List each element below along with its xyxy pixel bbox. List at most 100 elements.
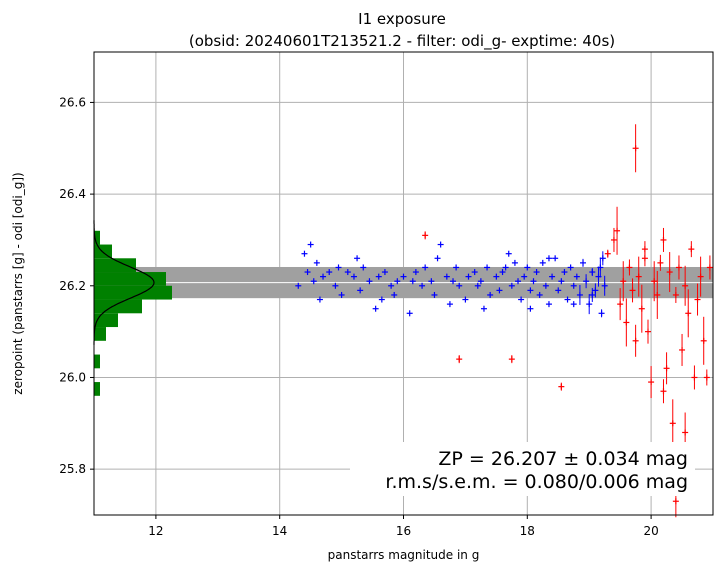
used-star-point bbox=[552, 255, 559, 262]
used-star-point bbox=[428, 278, 435, 285]
used-star-point bbox=[564, 296, 571, 303]
y-tick-label: 26.0 bbox=[59, 370, 86, 384]
used-star-point bbox=[400, 273, 407, 280]
histogram-bar bbox=[94, 230, 100, 245]
used-star-point bbox=[545, 301, 552, 308]
used-star-point bbox=[527, 305, 534, 312]
used-star-point bbox=[471, 269, 478, 276]
y-tick-label: 26.6 bbox=[59, 95, 86, 109]
used-star-point bbox=[360, 264, 367, 271]
used-star-point bbox=[344, 269, 351, 276]
used-star-point bbox=[570, 282, 577, 289]
rejected-star-point bbox=[614, 206, 621, 255]
used-star-point bbox=[456, 282, 463, 289]
used-star-point bbox=[391, 291, 398, 298]
used-star-point bbox=[443, 273, 450, 280]
histogram-bar bbox=[94, 272, 166, 286]
used-star-point bbox=[338, 291, 345, 298]
used-star-point bbox=[601, 275, 608, 296]
used-star-point bbox=[316, 296, 323, 303]
rejected-star-point bbox=[617, 288, 624, 321]
used-star-point bbox=[320, 273, 327, 280]
rejected-star-point bbox=[657, 254, 664, 271]
used-star-point bbox=[388, 282, 395, 289]
x-axis-label: panstarrs magnitude in g bbox=[328, 548, 480, 562]
used-star-point bbox=[583, 274, 590, 289]
used-star-point bbox=[549, 273, 556, 280]
rejected-star-point bbox=[641, 241, 648, 258]
used-star-point bbox=[586, 294, 593, 315]
used-star-point bbox=[576, 284, 583, 305]
x-tick-label: 14 bbox=[272, 524, 287, 538]
used-star-point bbox=[335, 264, 342, 271]
rejected-star-point bbox=[645, 319, 652, 344]
plot-frame bbox=[93, 51, 714, 516]
rejected-star-point bbox=[706, 255, 713, 280]
rejected-star-point bbox=[654, 270, 661, 319]
used-star-point bbox=[301, 250, 308, 257]
used-star-point bbox=[406, 310, 413, 317]
rejected-star-point bbox=[660, 227, 667, 252]
used-star-point bbox=[354, 255, 361, 262]
used-star-point bbox=[437, 241, 444, 248]
rejected-star-point bbox=[700, 316, 707, 365]
rejected-star-point bbox=[648, 366, 655, 399]
used-star-point bbox=[589, 268, 596, 277]
used-star-point bbox=[304, 269, 311, 276]
used-star-point bbox=[567, 264, 574, 271]
rejected-star-point bbox=[663, 352, 670, 385]
histogram-bar bbox=[94, 299, 142, 314]
rejected-star-point bbox=[666, 252, 673, 293]
used-star-point bbox=[539, 259, 546, 266]
used-star-point bbox=[542, 282, 549, 289]
rejected-star-point bbox=[675, 255, 682, 280]
rejected-star-point bbox=[635, 256, 642, 297]
zeropoint-band bbox=[94, 266, 713, 299]
used-star-point bbox=[381, 269, 388, 276]
used-star-point bbox=[533, 269, 540, 276]
used-star-point bbox=[536, 291, 543, 298]
rejected-star-point bbox=[679, 333, 686, 366]
used-stars-series bbox=[295, 241, 608, 318]
used-star-point bbox=[409, 278, 416, 285]
rejected-star-point bbox=[685, 289, 692, 338]
y-tick-label: 26.2 bbox=[59, 279, 86, 293]
rejected-star-point bbox=[703, 369, 710, 386]
histogram-bar bbox=[94, 285, 172, 300]
used-star-point bbox=[530, 278, 537, 285]
used-star-point bbox=[350, 273, 357, 280]
rejected-star-point bbox=[669, 399, 676, 448]
used-star-point bbox=[366, 278, 373, 285]
gaussian-curve bbox=[93, 220, 155, 345]
used-star-point bbox=[313, 259, 320, 266]
rms-annotation: r.m.s/s.e.m. = 0.080/0.006 mag bbox=[385, 471, 688, 493]
histogram-bar bbox=[94, 327, 106, 341]
rejected-star-point bbox=[623, 298, 630, 347]
used-star-point bbox=[450, 278, 457, 285]
used-star-point bbox=[493, 273, 500, 280]
used-star-point bbox=[487, 291, 494, 298]
used-star-point bbox=[462, 296, 469, 303]
rejected-star-point bbox=[620, 261, 627, 302]
used-star-point bbox=[598, 309, 605, 318]
used-star-point bbox=[422, 264, 429, 271]
chart-subtitle: (obsid: 20240601T213521.2 - filter: odi_… bbox=[189, 32, 615, 51]
rejected-star-point bbox=[638, 284, 645, 333]
used-star-point bbox=[555, 287, 562, 294]
rejected-star-point bbox=[629, 278, 636, 303]
rejected-star-point bbox=[508, 355, 515, 364]
rejected-star-point bbox=[632, 124, 639, 173]
used-star-point bbox=[477, 278, 484, 285]
used-star-point bbox=[573, 273, 580, 280]
used-star-point bbox=[326, 269, 333, 276]
used-star-point bbox=[431, 291, 438, 298]
used-star-point bbox=[518, 296, 525, 303]
rejected-stars-series bbox=[422, 124, 713, 518]
used-star-point bbox=[515, 278, 522, 285]
used-star-point bbox=[378, 296, 385, 303]
rejected-star-point bbox=[682, 265, 689, 306]
used-star-point bbox=[502, 264, 509, 271]
used-star-point bbox=[597, 257, 604, 278]
rejected-star-point bbox=[610, 227, 617, 252]
